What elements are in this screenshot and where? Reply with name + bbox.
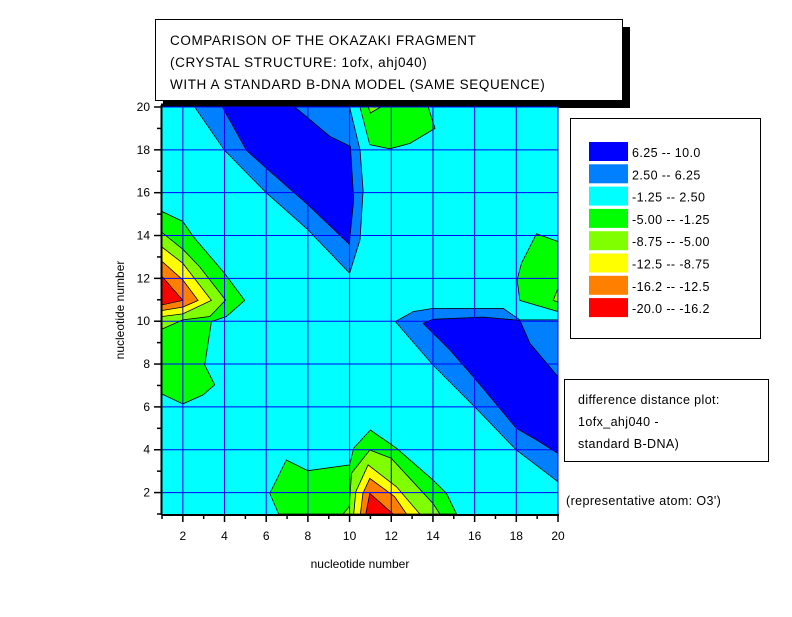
legend-label: -20.0 -- -16.2 bbox=[632, 302, 710, 316]
y-tick-label: 2 bbox=[143, 486, 150, 500]
title-line-3: WITH A STANDARD B-DNA MODEL (SAME SEQUEN… bbox=[170, 77, 545, 92]
info-box: difference distance plot: 1ofx_ahj040 - … bbox=[564, 379, 769, 462]
legend: 6.25 -- 10.0 2.50 -- 6.25 -1.25 -- 2.50 -5.… bbox=[570, 118, 761, 339]
legend-label: -8.75 -- -5.00 bbox=[632, 235, 710, 249]
legend-label: -1.25 -- 2.50 bbox=[632, 191, 705, 205]
contour-region bbox=[162, 275, 184, 306]
x-tick-label: 14 bbox=[426, 529, 440, 543]
x-tick-label: 8 bbox=[305, 529, 312, 543]
x-tick-label: 12 bbox=[385, 529, 399, 543]
legend-item: -12.5 -- -8.75 bbox=[589, 253, 710, 273]
y-tick-label: 18 bbox=[137, 143, 151, 157]
legend-label: -16.2 -- -12.5 bbox=[632, 280, 710, 294]
plot-area: 2 4 6 8 10 12 14 16 18 20 2 4 6 8 10 12 14 16 18 20 bbox=[137, 100, 565, 543]
x-tick-label: 6 bbox=[263, 529, 270, 543]
legend-item: -8.75 -- -5.00 bbox=[589, 231, 710, 251]
legend-swatch bbox=[589, 231, 628, 251]
x-tick-label: 2 bbox=[179, 529, 186, 543]
grid-lines bbox=[162, 106, 559, 514]
y-tick-label: 12 bbox=[137, 271, 151, 285]
info-box-frame bbox=[564, 379, 769, 462]
legend-item: -5.00 -- -1.25 bbox=[589, 208, 710, 228]
y-axis-label: nucleotide number bbox=[113, 261, 127, 360]
legend-item: -16.2 -- -12.5 bbox=[589, 275, 710, 295]
legend-swatch bbox=[589, 275, 628, 295]
legend-item: -20.0 -- -16.2 bbox=[589, 298, 710, 318]
y-tick-label: 6 bbox=[143, 400, 150, 414]
contour-region bbox=[367, 107, 382, 114]
legend-swatch bbox=[589, 186, 628, 206]
y-tick-label: 10 bbox=[137, 314, 151, 328]
legend-item: -1.25 -- 2.50 bbox=[589, 186, 705, 206]
legend-label: 2.50 -- 6.25 bbox=[632, 168, 701, 182]
contour-region bbox=[552, 288, 558, 303]
contour-region bbox=[221, 107, 355, 245]
legend-item: 2.50 -- 6.25 bbox=[589, 164, 701, 184]
y-axis-ticks: 2 4 6 8 10 12 14 16 18 20 bbox=[137, 100, 161, 515]
contour-region bbox=[516, 233, 558, 313]
y-tick-label: 14 bbox=[137, 229, 151, 243]
x-axis-label: nucleotide number bbox=[311, 557, 410, 571]
info-line-1: difference distance plot: bbox=[578, 393, 720, 407]
y-tick-label: 20 bbox=[137, 100, 151, 114]
info-line-3: standard B-DNA) bbox=[578, 437, 679, 451]
legend-swatch bbox=[589, 142, 628, 161]
axes bbox=[160, 103, 563, 516]
info-line-2: 1ofx_ahj040 - bbox=[578, 415, 659, 429]
y-tick-label: 4 bbox=[143, 443, 150, 457]
x-tick-label: 20 bbox=[551, 529, 565, 543]
title-box-frame bbox=[155, 19, 623, 101]
title-box: COMPARISON OF THE OKAZAKI FRAGMENT (CRYS… bbox=[155, 19, 630, 108]
x-tick-label: 10 bbox=[343, 529, 357, 543]
x-axis-ticks: 2 4 6 8 10 12 14 16 18 20 bbox=[161, 515, 565, 543]
legend-swatch bbox=[589, 164, 628, 184]
y-tick-label: 8 bbox=[143, 357, 150, 371]
footnote: (representative atom: O3') bbox=[566, 494, 721, 508]
legend-item: 6.25 -- 10.0 bbox=[589, 142, 701, 161]
legend-swatch bbox=[589, 208, 628, 228]
contour-region bbox=[365, 492, 394, 514]
x-tick-label: 4 bbox=[221, 529, 228, 543]
x-tick-label: 16 bbox=[468, 529, 482, 543]
legend-label: -5.00 -- -1.25 bbox=[632, 213, 710, 227]
legend-swatch bbox=[589, 298, 628, 318]
title-line-2: (CRYSTAL STRUCTURE: 1ofx, ahj040) bbox=[170, 55, 427, 70]
x-tick-label: 18 bbox=[510, 529, 524, 543]
legend-swatch bbox=[589, 253, 628, 273]
y-tick-label: 16 bbox=[137, 186, 151, 200]
legend-label: 6.25 -- 10.0 bbox=[632, 146, 701, 160]
legend-label: -12.5 -- -8.75 bbox=[632, 258, 710, 272]
contour-region bbox=[359, 107, 436, 150]
title-line-1: COMPARISON OF THE OKAZAKI FRAGMENT bbox=[170, 33, 476, 48]
